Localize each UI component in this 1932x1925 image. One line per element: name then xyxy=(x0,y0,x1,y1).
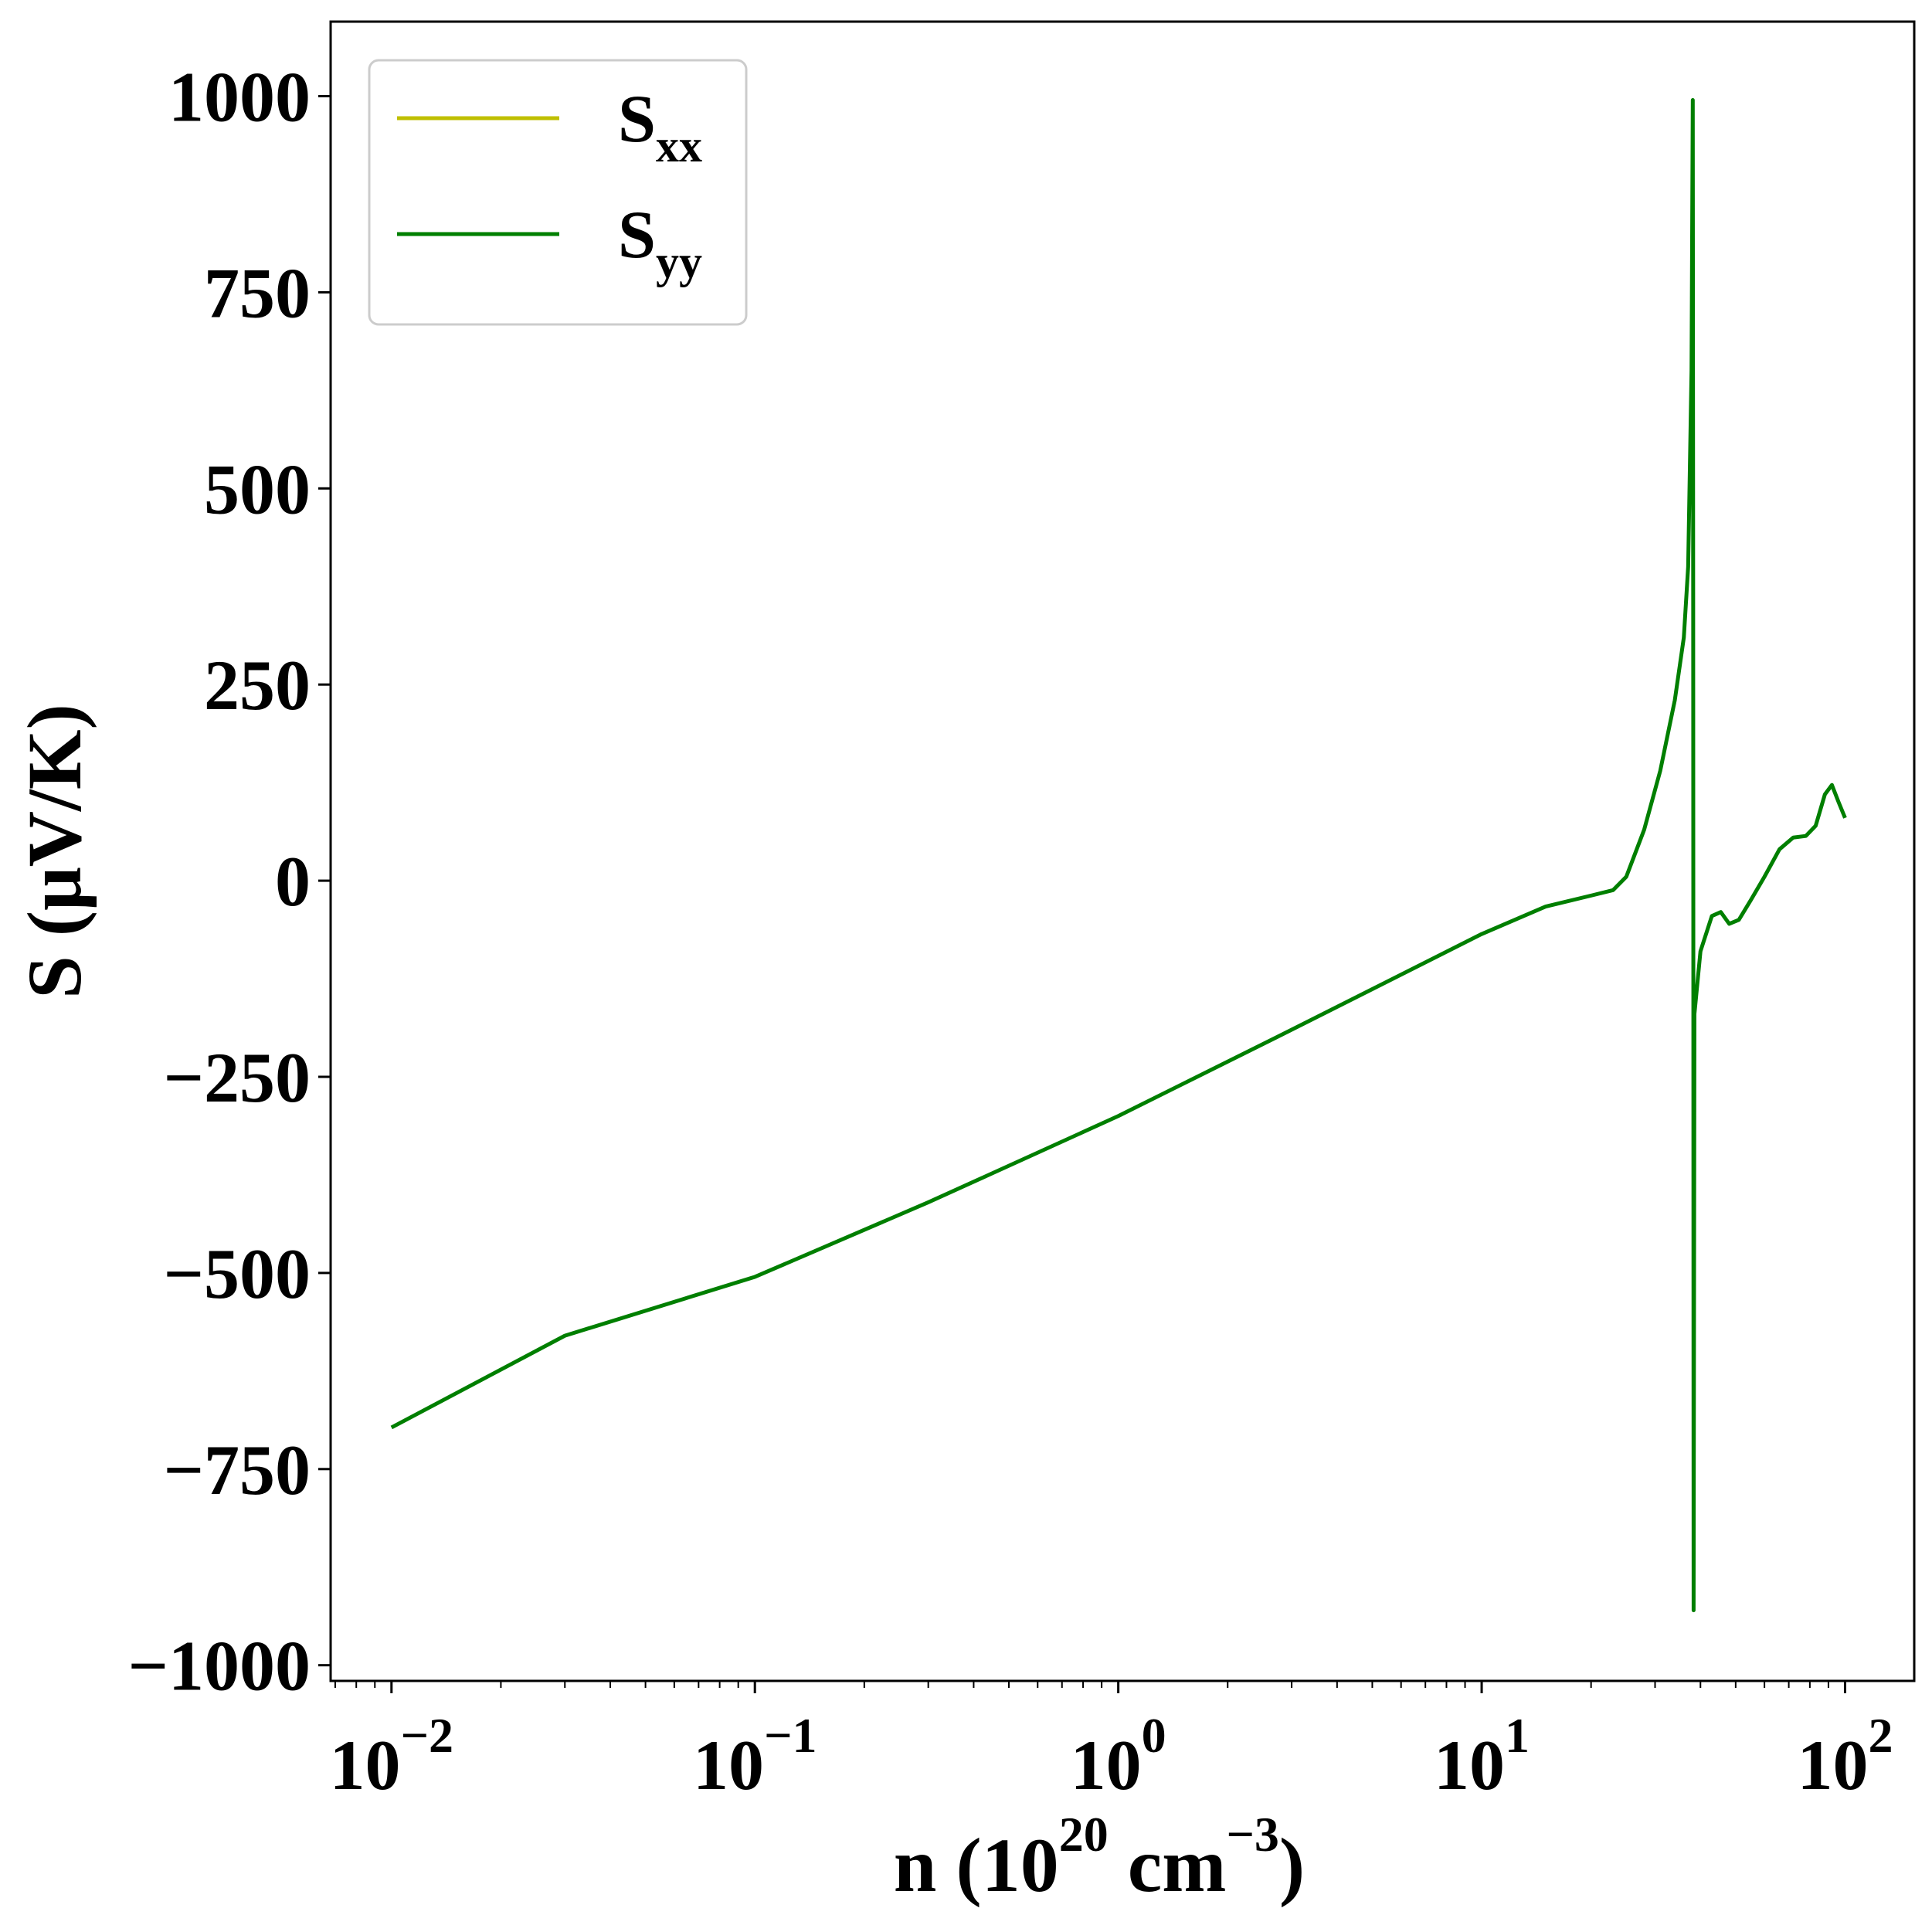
x-axis-title: n (1020 cm−3) xyxy=(894,1807,1305,1908)
x-tick-label-exponent: −1 xyxy=(764,1708,817,1763)
y-tick-label: 250 xyxy=(204,646,311,725)
x-tick-label-exponent: 1 xyxy=(1505,1708,1530,1763)
x-tick-label: 102 xyxy=(1797,1708,1893,1804)
x-tick-label-exponent: 0 xyxy=(1142,1708,1166,1763)
y-tick-label: −1000 xyxy=(128,1627,311,1706)
x-axis-title-part: cm xyxy=(1109,1822,1227,1908)
x-tick-label-base: 10 xyxy=(1434,1726,1505,1804)
x-axis-title-part: n (10 xyxy=(894,1822,1059,1908)
series-layer xyxy=(390,98,1847,1613)
y-tick-label: 500 xyxy=(204,450,311,528)
series-line-syy xyxy=(390,98,1847,1613)
legend-label: Syy xyxy=(618,198,702,287)
legend-label-name: S xyxy=(618,82,656,157)
x-tick-label: 10−1 xyxy=(693,1708,817,1804)
y-tick-label: 750 xyxy=(204,253,311,332)
legend-label-name: S xyxy=(618,198,656,273)
x-tick-label-base: 10 xyxy=(693,1726,764,1804)
x-axis-title-part: ) xyxy=(1279,1822,1305,1908)
x-axis-title-exponent: 20 xyxy=(1059,1807,1109,1862)
x-axis-title-exponent: −3 xyxy=(1226,1807,1278,1862)
y-tick-label: 1000 xyxy=(168,57,311,136)
y-tick-label: −750 xyxy=(164,1431,311,1509)
x-tick-label-exponent: 2 xyxy=(1868,1708,1893,1763)
legend-label-subscript: yy xyxy=(656,236,702,287)
y-axis-title: S (μV/K) xyxy=(12,704,97,999)
x-tick-label-base: 10 xyxy=(1071,1726,1142,1804)
y-tick-label: −500 xyxy=(164,1234,311,1313)
legend-label-subscript: xx xyxy=(656,121,702,171)
x-tick-label: 100 xyxy=(1071,1708,1166,1804)
x-tick-label-exponent: −2 xyxy=(401,1708,453,1763)
x-tick-label: 101 xyxy=(1434,1708,1530,1804)
x-tick-label-base: 10 xyxy=(1797,1726,1868,1804)
x-tick-label: 10−2 xyxy=(330,1708,453,1804)
x-tick-label-base: 10 xyxy=(330,1726,401,1804)
plot-frame xyxy=(329,20,1916,1682)
y-tick-label: 0 xyxy=(275,842,311,921)
y-tick-label: −250 xyxy=(164,1038,311,1117)
legend-label: Sxx xyxy=(618,82,702,171)
legend-box xyxy=(368,59,748,326)
